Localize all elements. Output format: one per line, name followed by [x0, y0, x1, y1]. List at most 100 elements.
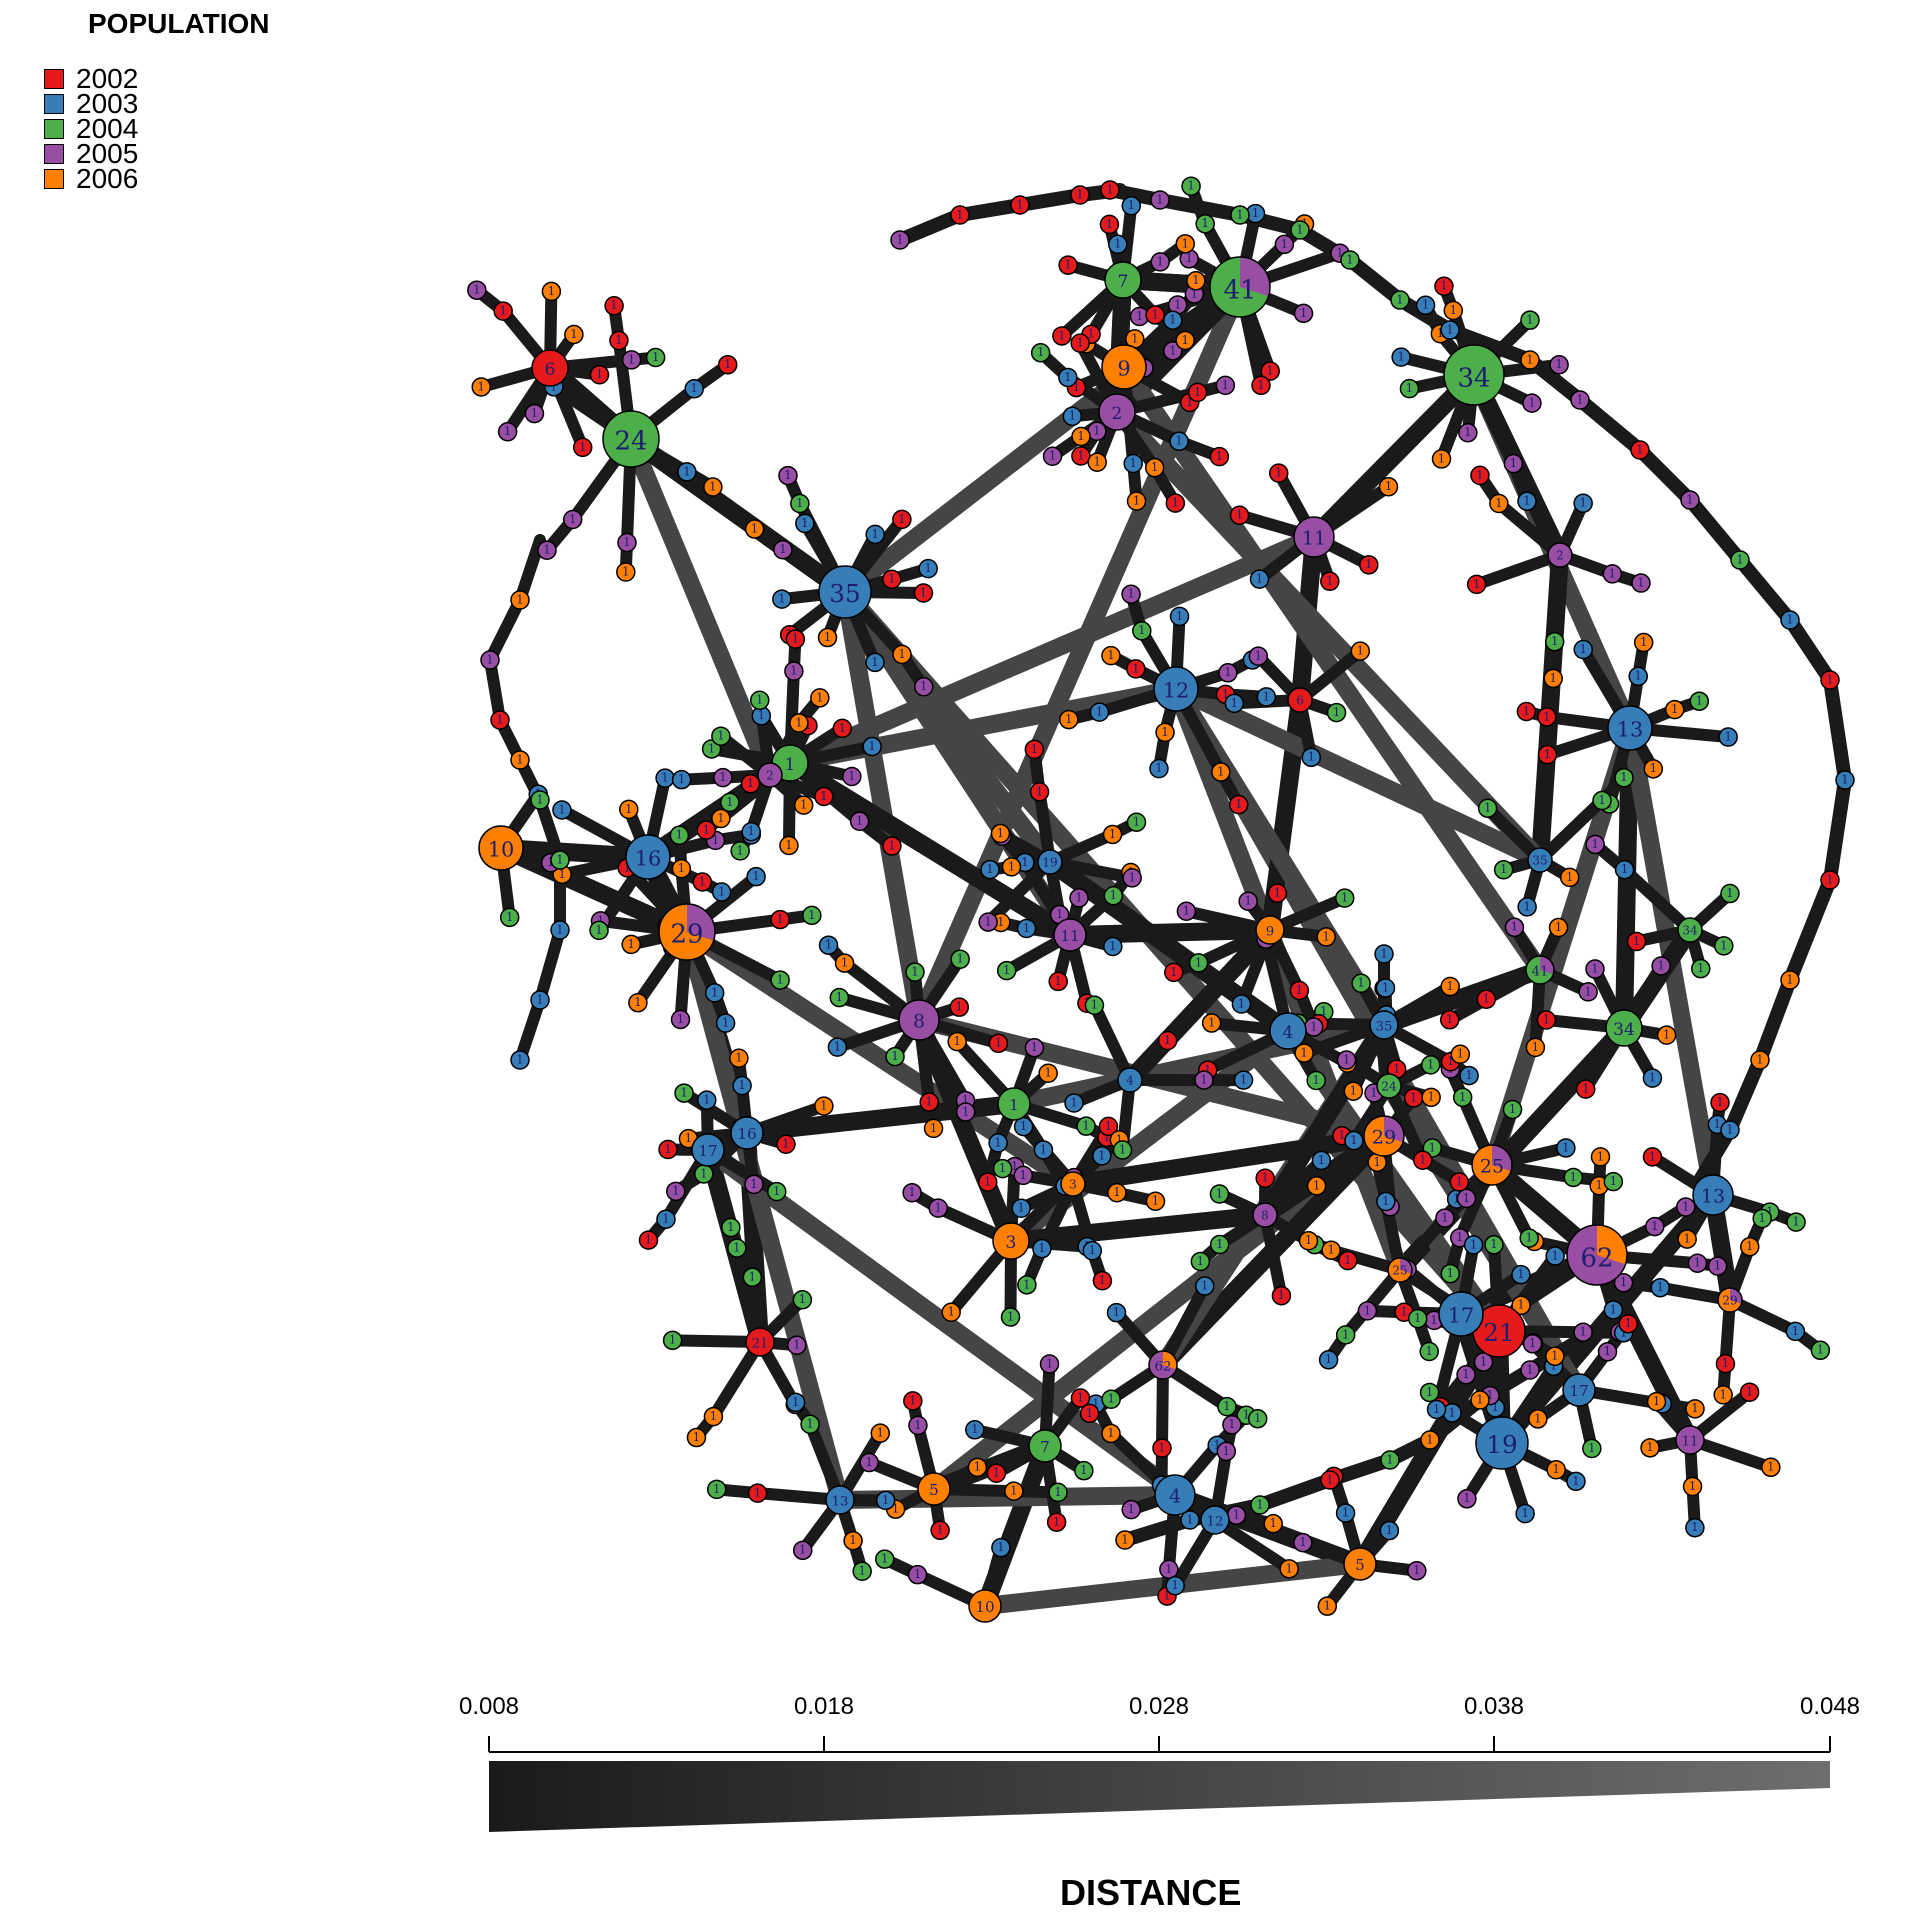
leaf-node-label: 1 — [776, 912, 784, 926]
leaf-node-label: 1 — [1350, 1084, 1358, 1098]
leaf-node-label: 1 — [1275, 466, 1283, 480]
leaf-node-label: 1 — [1597, 1149, 1605, 1163]
leaf-node-label: 1 — [1433, 1402, 1441, 1416]
leaf-node-label: 1 — [634, 995, 642, 1009]
hub-node-0: 41 — [1209, 256, 1271, 318]
leaf-node-label: 1 — [1620, 1275, 1628, 1289]
leaf-node-label: 1 — [974, 1460, 982, 1474]
leaf-node-label: 1 — [1296, 222, 1304, 236]
leaf-node-label: 1 — [997, 826, 1005, 840]
leaf-node: 1 — [1101, 1389, 1121, 1409]
leaf-node-label: 1 — [785, 838, 793, 852]
edge — [534, 794, 566, 866]
leaf-node: 1 — [1164, 962, 1184, 983]
leaf-node: 1 — [1298, 1231, 1319, 1251]
leaf-node: 1 — [1489, 493, 1509, 514]
leaf-node: 1 — [785, 1392, 806, 1413]
leaf-node: 1 — [1420, 1430, 1440, 1450]
leaf-node-label: 1 — [676, 828, 684, 842]
leaf-node-label: 1 — [1098, 1148, 1106, 1162]
leaf-node-label: 1 — [1116, 1132, 1124, 1146]
leaf-node: 1 — [770, 970, 790, 990]
leaf-node: 1 — [550, 920, 570, 940]
hub-node-13-label: 11 — [1302, 528, 1326, 550]
leaf-node-label: 1 — [717, 811, 725, 825]
leaf-node: 1 — [671, 769, 692, 790]
leaf-node-label: 1 — [882, 1493, 890, 1507]
edge — [1573, 393, 1647, 457]
leaf-node: 1 — [1069, 888, 1089, 908]
leaf-node: 1 — [1233, 1070, 1254, 1090]
leaf-node-label: 1 — [735, 1051, 743, 1065]
leaf-node-label: 1 — [820, 1099, 828, 1113]
leaf-node-label: 1 — [1158, 1440, 1166, 1454]
leaf-node: 1 — [792, 1290, 813, 1310]
leaf-node: 1 — [818, 935, 839, 955]
leaf-node: 1 — [1403, 1088, 1424, 1108]
legend-swatch-2005 — [44, 143, 64, 164]
leaf-node-label: 1 — [1694, 1256, 1702, 1270]
leaf-node-label: 1 — [1176, 609, 1184, 623]
leaf-node-label: 1 — [1582, 1082, 1590, 1096]
leaf-node-label: 1 — [1495, 496, 1503, 510]
edge — [1783, 613, 1837, 687]
leaf-node: 1 — [1201, 1013, 1222, 1033]
leaf-node-label: 1 — [1786, 612, 1794, 626]
hub-node-39-label: 11 — [1060, 927, 1079, 945]
leaf-node: 1 — [1566, 1471, 1586, 1492]
leaf-node: 1 — [1820, 670, 1840, 690]
leaf-node: 1 — [1289, 980, 1310, 1001]
leaf-node-label: 1 — [1492, 1400, 1500, 1414]
leaf-node: 1 — [604, 296, 624, 316]
leaf-node-label: 1 — [1720, 938, 1728, 952]
leaf-node-label: 1 — [955, 1000, 963, 1014]
leaf-node-label: 1 — [708, 741, 716, 755]
hub-node-29-label: 1 — [1009, 1096, 1019, 1114]
leaf-node-label: 1 — [1414, 1311, 1422, 1325]
network-graph: 1111111111111111111111111111111111111111… — [467, 176, 1855, 1623]
hub-node-6-label: 24 — [614, 427, 647, 457]
leaf-node: 1 — [1559, 867, 1580, 888]
leaf-node: 1 — [621, 350, 642, 370]
leaf-node-label: 1 — [892, 1502, 900, 1516]
leaf-node: 1 — [1376, 1191, 1396, 1212]
leaf-node-label: 1 — [796, 496, 804, 510]
hub-node-28-label: 35 — [1376, 1019, 1393, 1034]
leaf-node: 1 — [1076, 1116, 1096, 1136]
leaf-node: 1 — [1163, 310, 1183, 330]
leaf-node: 1 — [697, 1090, 717, 1110]
leaf-node-label: 1 — [1216, 449, 1224, 463]
leaf-node: 1 — [1123, 453, 1143, 474]
leaf-node-label: 1 — [995, 1036, 1003, 1050]
leaf-node: 1 — [1544, 631, 1565, 652]
leaf-node-label: 1 — [1194, 385, 1202, 399]
hub-node-55: 4 — [1117, 1067, 1143, 1093]
legend-item-2004: 2004 — [44, 115, 138, 143]
leaf-node-label: 1 — [700, 1166, 708, 1180]
leaf-node-label: 1 — [1382, 1194, 1390, 1208]
leaf-node-label: 1 — [1021, 855, 1029, 869]
leaf-node: 1 — [656, 1209, 676, 1230]
edge — [836, 583, 928, 1029]
leaf-node: 1 — [1070, 333, 1090, 353]
leaf-node: 1 — [1386, 1059, 1407, 1079]
leaf-node: 1 — [1294, 1043, 1314, 1063]
edge — [678, 923, 849, 1509]
leaf-node-label: 1 — [1792, 1215, 1800, 1229]
leaf-node: 1 — [1714, 936, 1734, 956]
leaf-node-label: 1 — [1164, 1033, 1172, 1047]
leaf-node-label: 1 — [1604, 1344, 1612, 1358]
leaf-node: 1 — [778, 465, 798, 486]
leaf-node-label: 1 — [1342, 1505, 1350, 1519]
leaf-node: 1 — [1707, 1256, 1728, 1276]
leaf-node: 1 — [1226, 1505, 1247, 1525]
leaf-node-label: 1 — [1181, 333, 1189, 347]
leaf-node-label: 1 — [1817, 1343, 1825, 1357]
leaf-node: 1 — [1304, 1017, 1324, 1037]
leaf-node: 1 — [1098, 1116, 1119, 1137]
edge — [1683, 493, 1747, 567]
leaf-node: 1 — [1504, 917, 1525, 938]
leaf-node-label: 1 — [628, 352, 636, 366]
leaf-node: 1 — [694, 1164, 714, 1184]
leaf-node-label: 1 — [1336, 246, 1344, 260]
